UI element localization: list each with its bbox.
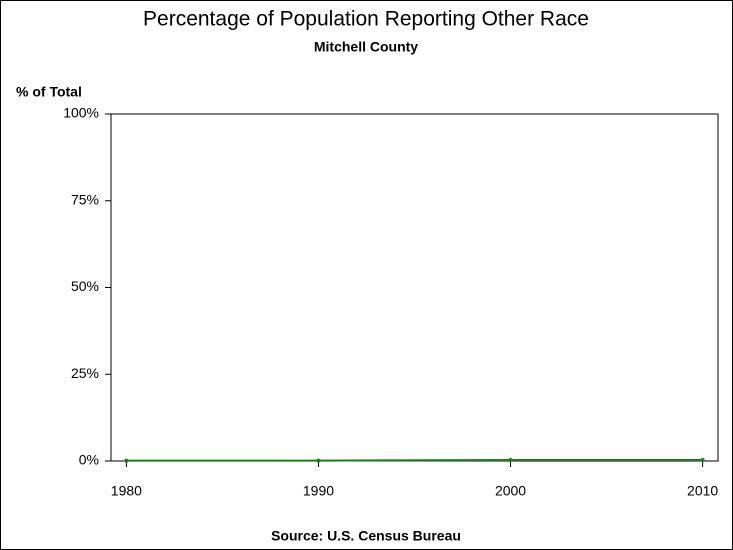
y-tick-label: 75% xyxy=(71,191,99,207)
x-tick-label: 1980 xyxy=(111,483,142,499)
y-tick-label: 50% xyxy=(71,278,99,294)
y-tick-label: 0% xyxy=(79,452,99,468)
x-tick-label: 2000 xyxy=(495,483,526,499)
y-tick-label: 100% xyxy=(63,105,99,121)
data-point xyxy=(316,458,321,463)
x-tick-label: 1990 xyxy=(303,483,334,499)
data-point xyxy=(124,458,129,463)
y-axis-label: % of Total xyxy=(16,84,82,100)
source-note: Source: U.S. Census Bureau xyxy=(271,528,461,544)
data-point xyxy=(508,457,513,462)
y-tick-label: 25% xyxy=(71,365,99,381)
data-point xyxy=(700,457,705,462)
series-line xyxy=(126,458,703,462)
chart-subtitle: Mitchell County xyxy=(314,39,418,55)
chart-title: Percentage of Population Reporting Other… xyxy=(143,8,589,31)
x-tick-label: 2010 xyxy=(687,483,718,499)
